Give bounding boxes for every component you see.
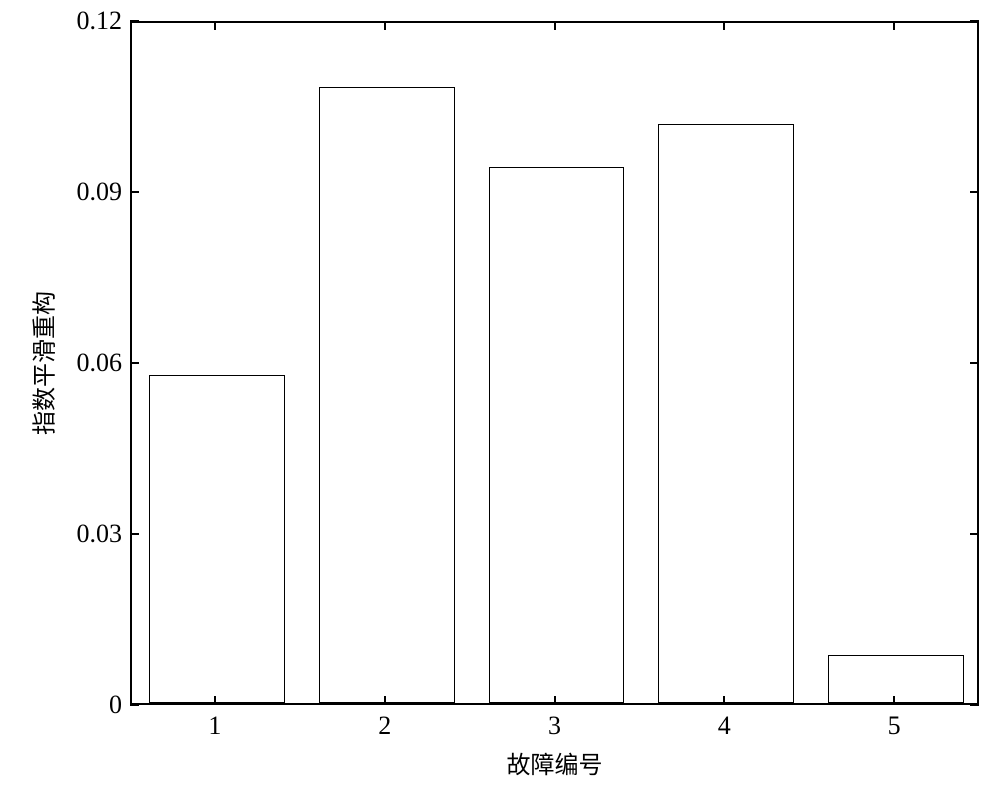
y-tick-label: 0.09 [77, 177, 123, 207]
y-tick-mark [970, 20, 979, 22]
x-tick-mark [384, 696, 386, 705]
x-axis-label: 故障编号 [507, 745, 603, 780]
x-tick-mark [214, 21, 216, 30]
x-tick-mark [554, 21, 556, 30]
y-tick-mark [970, 191, 979, 193]
y-tick-mark [130, 362, 139, 364]
x-tick-label: 3 [548, 711, 561, 741]
bar [489, 167, 625, 703]
y-tick-label: 0 [109, 690, 122, 720]
bar [828, 655, 964, 703]
bar [658, 124, 794, 703]
plot-area [130, 21, 979, 705]
y-tick-label: 0.06 [77, 348, 123, 378]
x-tick-label: 2 [378, 711, 391, 741]
bar [149, 375, 285, 703]
y-tick-mark [970, 362, 979, 364]
x-tick-label: 5 [888, 711, 901, 741]
x-tick-mark [893, 696, 895, 705]
figure: 指数平滑重构 故障编号 0 0.03 0.06 0.09 0.12 1 2 3 4 5 [0, 0, 1000, 789]
x-tick-label: 1 [208, 711, 221, 741]
y-axis-label: 指数平滑重构 [25, 291, 60, 435]
x-tick-mark [384, 21, 386, 30]
x-tick-mark [893, 21, 895, 30]
x-tick-mark [554, 696, 556, 705]
y-tick-mark [970, 533, 979, 535]
x-tick-mark [723, 21, 725, 30]
y-tick-label: 0.03 [77, 519, 123, 549]
y-tick-mark [130, 533, 139, 535]
bar [319, 87, 455, 703]
y-tick-mark [130, 704, 139, 706]
y-tick-mark [130, 191, 139, 193]
y-tick-mark [130, 20, 139, 22]
y-tick-label: 0.12 [77, 6, 123, 36]
y-tick-mark [970, 704, 979, 706]
x-tick-label: 4 [718, 711, 731, 741]
x-tick-mark [214, 696, 216, 705]
x-tick-mark [723, 696, 725, 705]
